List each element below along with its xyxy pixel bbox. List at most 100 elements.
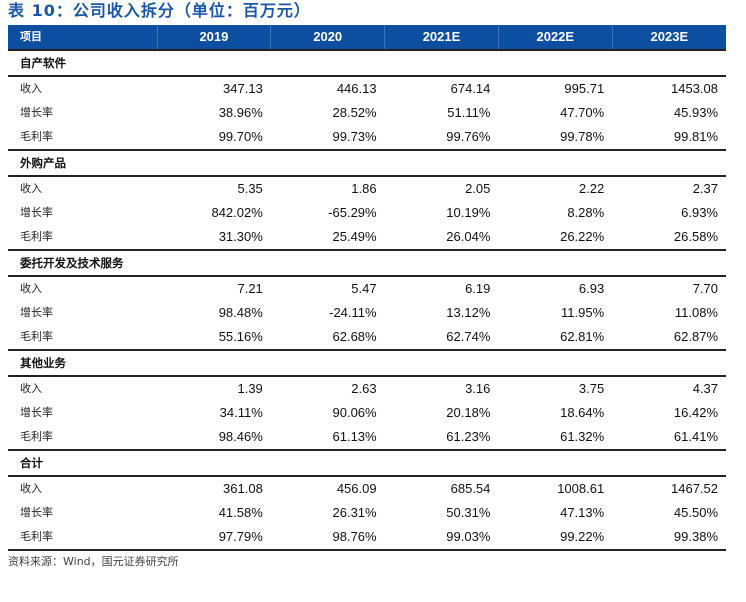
cell-value: 2.05	[465, 181, 491, 196]
cell-value: 51.11%	[447, 105, 491, 120]
cell-value: 3.75	[578, 381, 605, 396]
cell-value: 446.13	[336, 81, 377, 96]
section-title: 自产软件	[8, 49, 726, 77]
row-label: 增长率	[20, 306, 53, 319]
row-label: 毛利率	[20, 130, 53, 143]
cell-value: 26.31%	[332, 505, 377, 520]
table-title: 表 10：公司收入拆分（单位：百万元）	[8, 1, 311, 20]
cell-value: 62.68%	[332, 329, 377, 344]
cell-value: 842.02%	[211, 205, 263, 220]
section-title: 合计	[8, 449, 726, 477]
cell-value: 99.73%	[332, 129, 377, 144]
cell-value: 99.03%	[384, 525, 499, 551]
cell-value: 34.11%	[219, 405, 263, 420]
table-row: 增长率 41.58% 26.31% 50.31% 47.13% 45.50%	[8, 501, 726, 525]
row-label: 毛利率	[20, 330, 53, 343]
cell-value: 2.63	[351, 381, 377, 396]
column-header-year: 2023E	[611, 25, 726, 51]
cell-value: 99.78%	[560, 129, 605, 144]
row-label: 收入	[20, 82, 42, 95]
row-label: 增长率	[20, 206, 53, 219]
cell-value: 98.76%	[270, 525, 385, 551]
cell-value: 6.93%	[681, 205, 718, 220]
document-body: 表 10：公司收入拆分（单位：百万元） 项目 2019 2020 2021E 2022E…	[8, 1, 726, 568]
section-title: 外购产品	[8, 149, 726, 177]
cell-value: 1.86	[351, 181, 377, 196]
cell-value: 55.16%	[218, 329, 263, 344]
section-header-row: 委托开发及技术服务	[8, 249, 726, 277]
table-row: 增长率 98.48% -24.11% 13.12% 11.95% 11.08%	[8, 301, 726, 325]
table-row: 收入 7.21 5.47 6.19 6.93 7.70	[8, 276, 726, 301]
cell-value: 8.28%	[567, 205, 605, 220]
cell-value: 674.14	[450, 81, 491, 96]
cell-value: 62.74%	[446, 329, 491, 344]
section-header-row: 其他业务	[8, 349, 726, 377]
column-header-year: 2022E	[497, 25, 613, 51]
row-label: 增长率	[20, 406, 53, 419]
cell-value: 361.08	[223, 481, 263, 496]
cell-value: 5.47	[351, 281, 377, 296]
cell-value: 1453.08	[671, 81, 718, 96]
cell-value: 31.30%	[218, 229, 263, 244]
section-header-row: 自产软件	[8, 49, 726, 77]
section-header-row: 外购产品	[8, 149, 726, 177]
column-header-year: 2021E	[384, 25, 499, 51]
cell-value: 20.18%	[446, 405, 491, 420]
cell-value: 10.19%	[446, 205, 491, 220]
column-header-item: 项目	[8, 25, 157, 51]
section-title: 其他业务	[8, 349, 726, 377]
source-note: 资料来源：Wind，国元证券研究所	[8, 555, 179, 568]
cell-value: 99.38%	[612, 525, 726, 551]
cell-value: 62.87%	[673, 329, 718, 344]
cell-value: 50.31%	[446, 505, 491, 520]
table-body: 自产软件 收入 347.13 446.13 674.14 995.71 1453.08 增长率…	[8, 49, 726, 551]
cell-value: 18.64%	[560, 405, 605, 420]
table-row: 毛利率 97.79% 98.76% 99.03% 99.22% 99.38%	[8, 525, 726, 551]
section-header-row: 合计	[8, 449, 726, 477]
cell-value: 7.70	[692, 281, 718, 296]
cell-value: 11.08%	[674, 305, 718, 320]
table-row: 毛利率 99.70% 99.73% 99.76% 99.78% 99.81%	[8, 125, 726, 150]
cell-value: 61.13%	[332, 429, 377, 444]
table-row: 毛利率 98.46% 61.13% 61.23% 61.32% 61.41%	[8, 425, 726, 450]
column-header-year: 2019	[156, 25, 271, 51]
row-label: 增长率	[20, 106, 53, 119]
cell-value: 28.52%	[332, 105, 377, 120]
cell-value: 16.42%	[673, 405, 718, 420]
cell-value: 6.19	[465, 281, 491, 296]
cell-value: 62.81%	[560, 329, 605, 344]
row-label: 毛利率	[8, 525, 157, 551]
cell-value: 98.48%	[218, 305, 263, 320]
cell-value: 61.23%	[446, 429, 491, 444]
cell-value: 99.70%	[218, 129, 263, 144]
section-title: 委托开发及技术服务	[8, 249, 726, 277]
row-label: 毛利率	[20, 430, 53, 443]
cell-value: 99.76%	[446, 129, 491, 144]
cell-value: 1008.61	[557, 481, 605, 496]
row-label: 收入	[20, 182, 42, 195]
cell-value: 61.32%	[560, 429, 605, 444]
cell-value: -24.11%	[329, 305, 377, 320]
cell-value: 45.50%	[673, 505, 718, 520]
cell-value: 456.09	[336, 481, 377, 496]
cell-value: 2.37	[692, 181, 718, 196]
cell-value: 45.93%	[673, 105, 718, 120]
cell-value: 41.58%	[218, 505, 263, 520]
row-label: 收入	[20, 282, 42, 295]
table-row: 收入 347.13 446.13 674.14 995.71 1453.08	[8, 76, 726, 101]
cell-value: 1.39	[237, 381, 263, 396]
cell-value: 7.21	[237, 281, 263, 296]
cell-value: 3.16	[465, 381, 491, 396]
table-row: 收入 1.39 2.63 3.16 3.75 4.37	[8, 376, 726, 401]
cell-value: 38.96%	[218, 105, 263, 120]
cell-value: 685.54	[450, 481, 491, 496]
cell-value: 995.71	[564, 81, 605, 96]
cell-value: 97.79%	[157, 525, 271, 551]
table-row: 毛利率 55.16% 62.68% 62.74% 62.81% 62.87%	[8, 325, 726, 350]
row-label: 毛利率	[20, 230, 53, 243]
cell-value: 11.95%	[561, 305, 605, 320]
cell-value: 98.46%	[218, 429, 263, 444]
cell-value: 5.35	[237, 181, 263, 196]
cell-value: 61.41%	[673, 429, 718, 444]
header-row: 项目 2019 2020 2021E 2022E 2023E	[8, 25, 726, 51]
